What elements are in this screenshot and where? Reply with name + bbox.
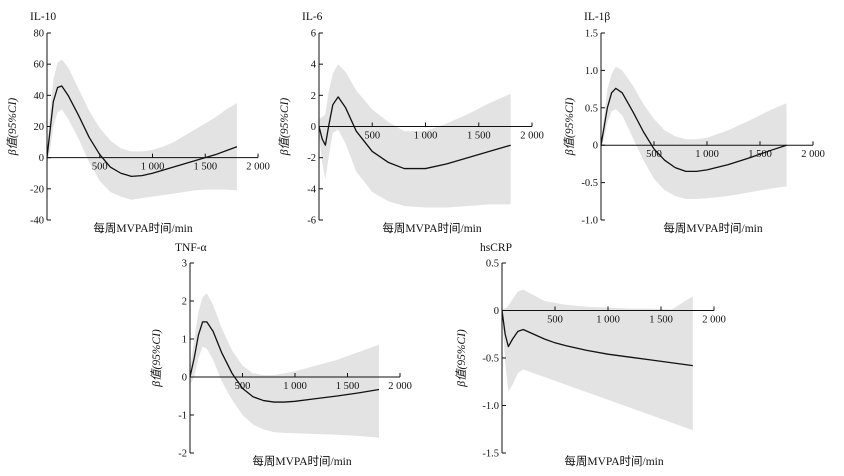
y-tick-label: -0.5: [581, 178, 598, 189]
y-tick-label: -1: [178, 411, 187, 422]
x-tick-label: 2 000: [246, 162, 270, 173]
y-tick-label: 0: [494, 306, 499, 317]
estimate-line: [318, 96, 511, 170]
x-tick-label: 1 500: [467, 131, 491, 142]
x-axis-label: 每周MVPA时间/min: [663, 221, 763, 235]
y-tick-label: -1.0: [581, 216, 598, 227]
y-tick-label: -2: [178, 449, 187, 460]
chart-panel: 6 4 2 0 -2 -4 -6 500 1 000 1 500 2 000 IL-6 每周MVPA时间…: [278, 11, 544, 235]
panel-title: IL-10: [30, 11, 56, 23]
y-tick-label: -0.5: [482, 354, 499, 365]
y-axis-label: β值(95%CI): [278, 98, 291, 157]
x-tick-label: 1 000: [141, 162, 165, 173]
x-tick-label: 2 000: [801, 149, 825, 160]
confidence-band: [319, 64, 511, 208]
y-tick-label: 0: [182, 373, 187, 384]
y-tick-label: -1.5: [482, 449, 499, 460]
x-tick-label: 1 500: [336, 381, 360, 392]
x-tick-label: 2 000: [702, 315, 726, 326]
x-tick-label: 500: [547, 315, 563, 326]
estimate-line: [46, 85, 238, 178]
y-axis-label: β值(95%CI): [563, 98, 576, 157]
x-axis-label: 每周MVPA时间/min: [93, 221, 193, 235]
panel-title: IL-1β: [584, 11, 610, 23]
x-axis-label: 每周MVPA时间/min: [252, 454, 352, 468]
y-tick-label: 0: [311, 122, 316, 133]
x-tick-label: 500: [364, 131, 380, 142]
x-tick-label: 500: [92, 162, 108, 173]
x-tick-label: 1 500: [193, 162, 217, 173]
x-tick-label: 1 000: [596, 315, 620, 326]
panel-title: hsCRP: [480, 242, 512, 254]
x-axis-label: 每周MVPA时间/min: [564, 454, 664, 468]
y-tick-label: 60: [34, 60, 45, 71]
x-tick-label: 500: [646, 149, 662, 160]
chart-panel: 3 2 1 0 -1 -2 500 1 000 1 500 2 000 TNF-α 每周MVPA时间/…: [150, 242, 412, 468]
y-axis-label: β值(95%CI): [150, 329, 163, 388]
y-tick-label: -4: [307, 184, 316, 195]
x-tick-label: 2 000: [520, 131, 544, 142]
x-tick-label: 500: [235, 381, 251, 392]
y-tick-label: -20: [30, 184, 44, 195]
chart-panel: 80 60 40 20 0 -20 -40 500 1 000 1 500 2 000 IL-10 每周…: [6, 11, 270, 235]
estimate-line: [600, 87, 787, 173]
y-tick-label: 0: [593, 141, 598, 152]
chart-panel: 0.5 0 -0.5 -1.0 -1.5 500 1 000 1 500 2 000 hsCRP 每…: [455, 242, 726, 468]
y-tick-label: 4: [311, 60, 317, 71]
x-tick-label: 1 000: [283, 381, 307, 392]
y-tick-label: 1: [182, 335, 187, 346]
y-tick-label: -2: [307, 153, 316, 164]
estimate-line: [501, 310, 693, 367]
y-tick-label: 6: [311, 29, 316, 40]
x-tick-label: 1 000: [414, 131, 438, 142]
y-tick-label: 40: [34, 91, 45, 102]
panel-title: IL-6: [302, 11, 323, 23]
y-tick-label: 0: [39, 153, 44, 164]
y-tick-label: 2: [311, 91, 316, 102]
y-tick-label: -6: [307, 216, 316, 227]
y-axis-label: β值(95%CI): [6, 98, 19, 157]
x-tick-label: 1 500: [649, 315, 673, 326]
x-tick-label: 2 000: [388, 381, 412, 392]
y-tick-label: 0.5: [486, 259, 499, 270]
confidence-band: [502, 289, 693, 431]
x-tick-label: 1 000: [695, 149, 719, 160]
y-axis-label: β值(95%CI): [455, 329, 468, 388]
y-tick-label: 80: [34, 29, 45, 40]
y-tick-label: 2: [182, 297, 187, 308]
y-tick-label: 1.5: [585, 29, 598, 40]
y-tick-label: 20: [34, 122, 45, 133]
y-tick-label: 0.5: [585, 103, 598, 114]
confidence-band: [601, 66, 787, 200]
y-tick-label: -40: [30, 216, 44, 227]
y-tick-label: -1.0: [482, 401, 499, 412]
x-axis-label: 每周MVPA时间/min: [382, 221, 482, 235]
y-tick-label: 1.0: [585, 66, 598, 77]
estimate-line: [189, 321, 380, 403]
y-tick-label: 3: [182, 259, 187, 270]
confidence-band: [47, 59, 237, 200]
panel-title: TNF-α: [175, 242, 207, 254]
confidence-band: [190, 293, 379, 438]
